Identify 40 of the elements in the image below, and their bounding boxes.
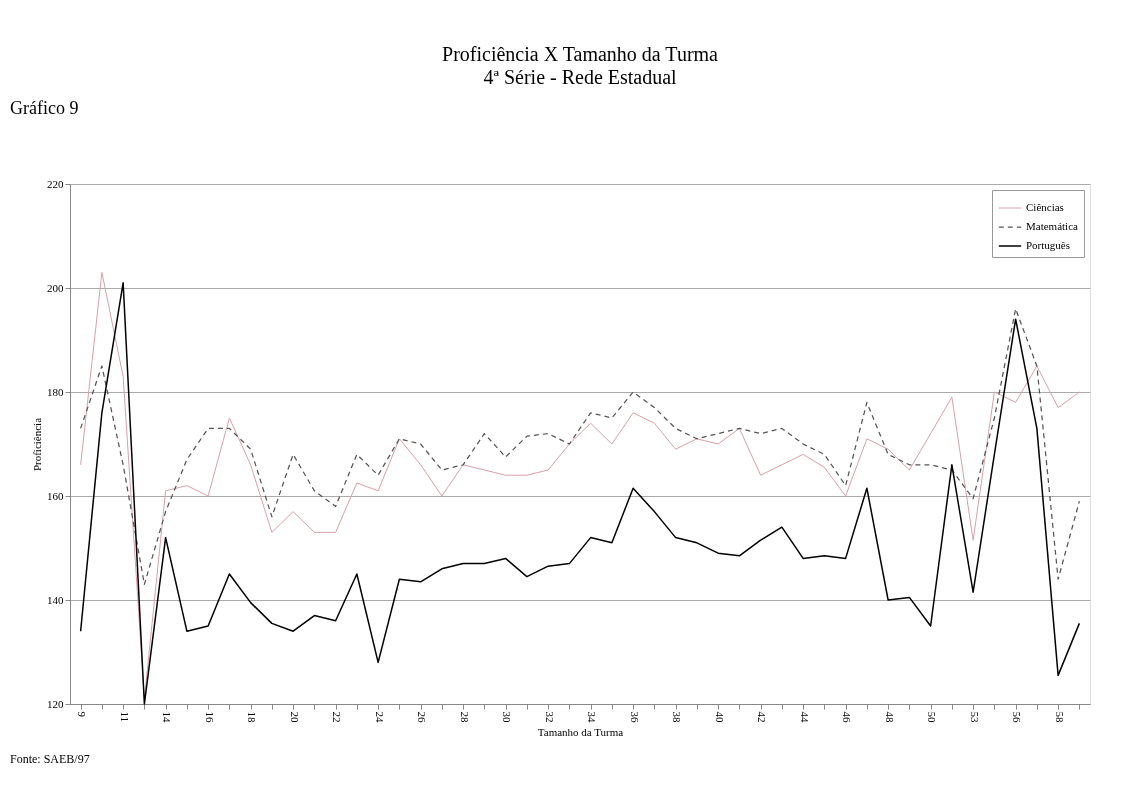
x-tick-label: 9 <box>76 711 89 718</box>
x-tick-label: 36 <box>628 711 641 723</box>
chart-title: Proficiência X Tamanho da Turma <box>442 43 719 65</box>
source-note: Fonte: SAEB/97 <box>10 752 90 766</box>
x-tick-label: 20 <box>288 711 301 723</box>
y-tick-label: 220 <box>47 177 64 190</box>
x-tick-label: 50 <box>926 711 939 723</box>
x-tick-label: 22 <box>331 711 344 723</box>
x-tick-label: 38 <box>671 711 684 723</box>
x-tick-label: 44 <box>798 711 811 723</box>
x-tick-label: 18 <box>246 711 259 723</box>
x-tick-label: 16 <box>203 711 216 723</box>
text: Gráfico 9 <box>10 98 79 118</box>
x-tick-label: 42 <box>756 711 769 723</box>
x-tick-label: 26 <box>416 711 429 723</box>
x-tick-label: 30 <box>501 711 514 723</box>
x-tick-label: 58 <box>1053 711 1066 723</box>
y-axis-title: Proficiência <box>31 417 43 472</box>
x-tick-label: 24 <box>373 711 386 723</box>
y-tick-label: 120 <box>47 697 64 710</box>
y-tick-label: 200 <box>47 281 64 294</box>
x-tick-label: 40 <box>713 711 726 723</box>
legend-label: Matemática <box>1026 220 1079 232</box>
x-tick-label: 56 <box>1011 711 1024 723</box>
legend-label: Ciências <box>1026 201 1064 213</box>
x-tick-label: 34 <box>586 711 599 723</box>
y-tick-label: 140 <box>47 593 64 606</box>
x-tick-label: 14 <box>161 711 174 723</box>
x-tick-label: 11 <box>118 711 131 723</box>
line-series <box>80 308 1081 586</box>
x-tick-label: 53 <box>968 711 981 723</box>
x-tick-label: 32 <box>543 711 556 723</box>
x-tick-label: 46 <box>841 711 854 723</box>
legend-label: Português <box>1026 239 1070 251</box>
y-tick-label: 180 <box>47 385 64 398</box>
y-tick-label: 160 <box>47 489 64 502</box>
x-axis-title: Tamanho da Turma <box>537 725 624 738</box>
x-tick-label: 28 <box>458 711 471 723</box>
chart-subtitle: 4ª Série - Rede Estadual <box>483 66 678 88</box>
x-tick-label: 48 <box>883 711 896 723</box>
